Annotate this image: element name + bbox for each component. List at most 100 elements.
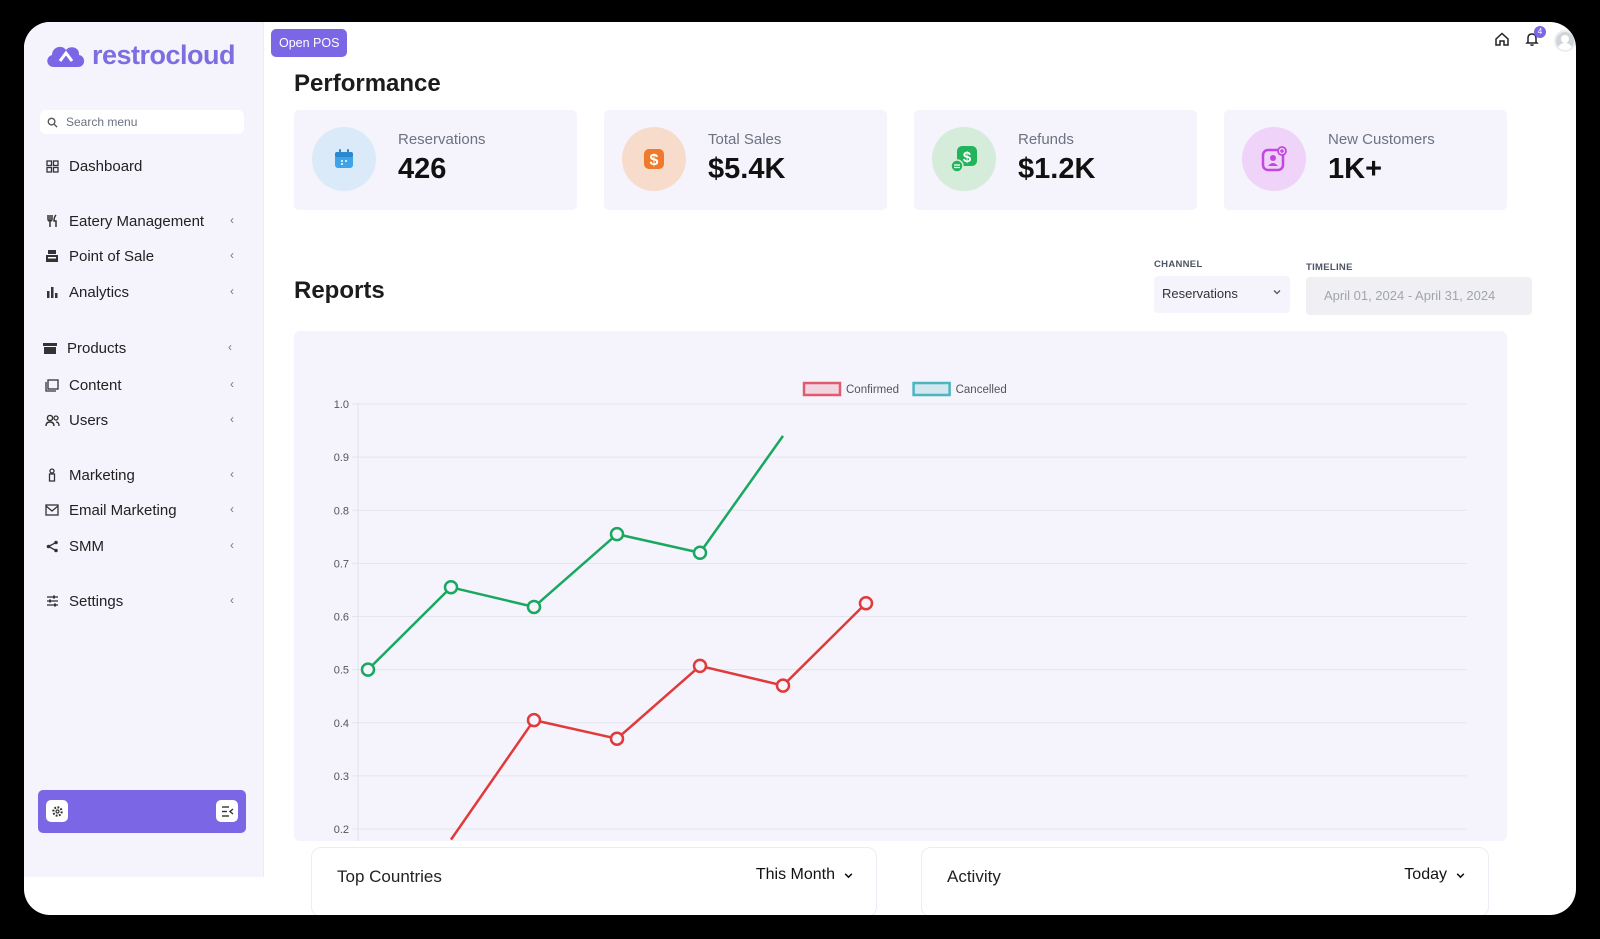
chevron-down-icon — [1456, 872, 1465, 878]
filter-value: This Month — [755, 866, 835, 883]
sidebar-item-label: SMM — [69, 537, 104, 555]
sidebar-item-marketing[interactable]: Marketing ‹ — [44, 462, 242, 488]
timeline-value: April 01, 2024 - April 31, 2024 — [1324, 288, 1496, 303]
legend-swatch — [802, 381, 842, 397]
stat-label: Reservations — [398, 131, 486, 148]
svg-text:$: $ — [650, 152, 659, 169]
sidebar-item-point-of-sale[interactable]: Point of Sale ‹ — [44, 243, 242, 269]
chevron-left-icon: ‹ — [230, 538, 234, 552]
search-input[interactable] — [66, 115, 226, 129]
stat-label: New Customers — [1328, 131, 1435, 148]
share-icon — [44, 538, 60, 554]
stat-card-new-customers[interactable]: New Customers 1K+ — [1224, 110, 1507, 210]
svg-text:$: $ — [963, 149, 972, 166]
data-point — [360, 662, 376, 677]
sidebar-item-analytics[interactable]: Analytics ‹ — [44, 279, 242, 305]
sidebar: restrocloud Dashboard Eatery Management … — [24, 22, 264, 877]
sidebar-item-label: Email Marketing — [69, 501, 177, 519]
chevron-left-icon: ‹ — [230, 213, 234, 227]
y-tick-label: 0.4 — [334, 718, 349, 730]
home-icon — [1495, 31, 1509, 46]
top-countries-panel: Top Countries This Month — [311, 847, 877, 915]
sidebar-search[interactable] — [40, 110, 244, 134]
sidebar-item-label: Settings — [69, 592, 124, 610]
channel-label: CHANNEL — [1154, 259, 1203, 270]
y-tick-label: 0.6 — [334, 612, 349, 624]
utensils-icon — [44, 213, 60, 229]
sidebar-item-users[interactable]: Users ‹ — [44, 407, 242, 433]
settings-button[interactable] — [46, 800, 68, 822]
y-tick-label: 0.8 — [334, 505, 349, 517]
brand-logo[interactable]: restrocloud — [44, 40, 236, 71]
chevron-left-icon: ‹ — [228, 340, 232, 354]
data-point — [443, 580, 459, 595]
chevron-left-icon: ‹ — [230, 412, 234, 426]
user-avatar[interactable] — [1554, 30, 1576, 52]
chevron-left-icon: ‹ — [230, 248, 234, 262]
data-point — [775, 678, 791, 693]
calendar-icon — [312, 127, 376, 191]
archive-box-icon — [42, 340, 58, 356]
legend-label: Cancelled — [956, 384, 1007, 396]
timeline-date-range-input[interactable]: April 01, 2024 - April 31, 2024 — [1306, 277, 1532, 315]
data-point — [526, 599, 542, 615]
grid-icon — [44, 158, 60, 174]
collapse-sidebar-button[interactable] — [216, 800, 238, 822]
data-point — [609, 526, 625, 542]
reports-title: Reports — [294, 277, 385, 304]
y-tick-label: 0.9 — [334, 452, 349, 464]
activity-filter-dropdown[interactable]: Today — [1404, 866, 1466, 884]
sidebar-item-label: Eatery Management — [69, 212, 205, 230]
sidebar-item-products[interactable]: Products ‹ — [42, 335, 240, 361]
refund-icon: $ — [932, 127, 996, 191]
chevron-left-icon: ‹ — [230, 377, 234, 391]
bell-icon — [1525, 32, 1539, 46]
chevron-down-icon — [844, 872, 853, 878]
sidebar-item-label: Analytics — [69, 283, 130, 301]
legend-label: Confirmed — [846, 384, 899, 396]
stat-card-total-sales[interactable]: $ Total Sales $5.4K — [604, 110, 887, 210]
y-tick-label: 0.3 — [334, 771, 349, 783]
sidebar-item-smm[interactable]: SMM ‹ — [44, 533, 242, 559]
chevron-down-icon — [1273, 290, 1281, 295]
top-countries-filter-dropdown[interactable]: This Month — [756, 866, 854, 884]
stat-card-refunds[interactable]: $ Refunds $1.2K — [914, 110, 1197, 210]
sidebar-item-label: Point of Sale — [69, 247, 155, 265]
data-point — [609, 731, 625, 746]
data-point — [526, 712, 542, 728]
y-tick-label: 1.0 — [334, 399, 349, 411]
open-pos-button[interactable]: Open POS — [271, 29, 348, 57]
sidebar-item-settings[interactable]: Settings ‹ — [44, 588, 242, 614]
sidebar-item-eatery-management[interactable]: Eatery Management ‹ — [44, 208, 242, 234]
sidebar-item-content[interactable]: Content ‹ — [44, 372, 242, 398]
y-tick-label: 0.5 — [334, 665, 349, 677]
dollar-icon: $ — [622, 127, 686, 191]
register-icon — [44, 248, 60, 264]
stat-card-reservations[interactable]: Reservations 426 — [294, 110, 577, 210]
cloud-logo-icon — [47, 46, 85, 67]
home-button[interactable] — [1494, 31, 1510, 52]
y-tick-label: 0.7 — [334, 558, 349, 570]
sidebar-item-label: Users — [69, 411, 109, 429]
sidebar-item-dashboard[interactable]: Dashboard — [44, 153, 242, 179]
new-customer-icon — [1242, 127, 1306, 191]
search-icon — [47, 117, 58, 128]
activity-panel: Activity Today — [921, 847, 1489, 915]
users-icon — [44, 412, 60, 428]
stat-label: Refunds — [1018, 131, 1074, 148]
notifications-button[interactable]: 4 — [1524, 25, 1546, 52]
sidebar-item-label: Products — [67, 339, 127, 357]
top-right-toolbar: 4 — [1494, 25, 1576, 52]
channel-select[interactable]: Reservations — [1154, 276, 1290, 313]
stat-value: 1K+ — [1328, 153, 1383, 185]
sidebar-item-email-marketing[interactable]: Email Marketing ‹ — [44, 497, 242, 523]
user-avatar-icon — [1557, 35, 1573, 50]
top-countries-title: Top Countries — [337, 867, 442, 886]
filter-value: Today — [1404, 866, 1447, 883]
stat-value: $1.2K — [1018, 153, 1096, 185]
chart-legend: Confirmed Cancelled — [802, 381, 1007, 397]
channel-selected-value: Reservations — [1162, 286, 1238, 301]
collapse-menu-icon — [221, 805, 233, 817]
stat-label: Total Sales — [708, 131, 782, 148]
stat-value: $5.4K — [708, 153, 786, 185]
